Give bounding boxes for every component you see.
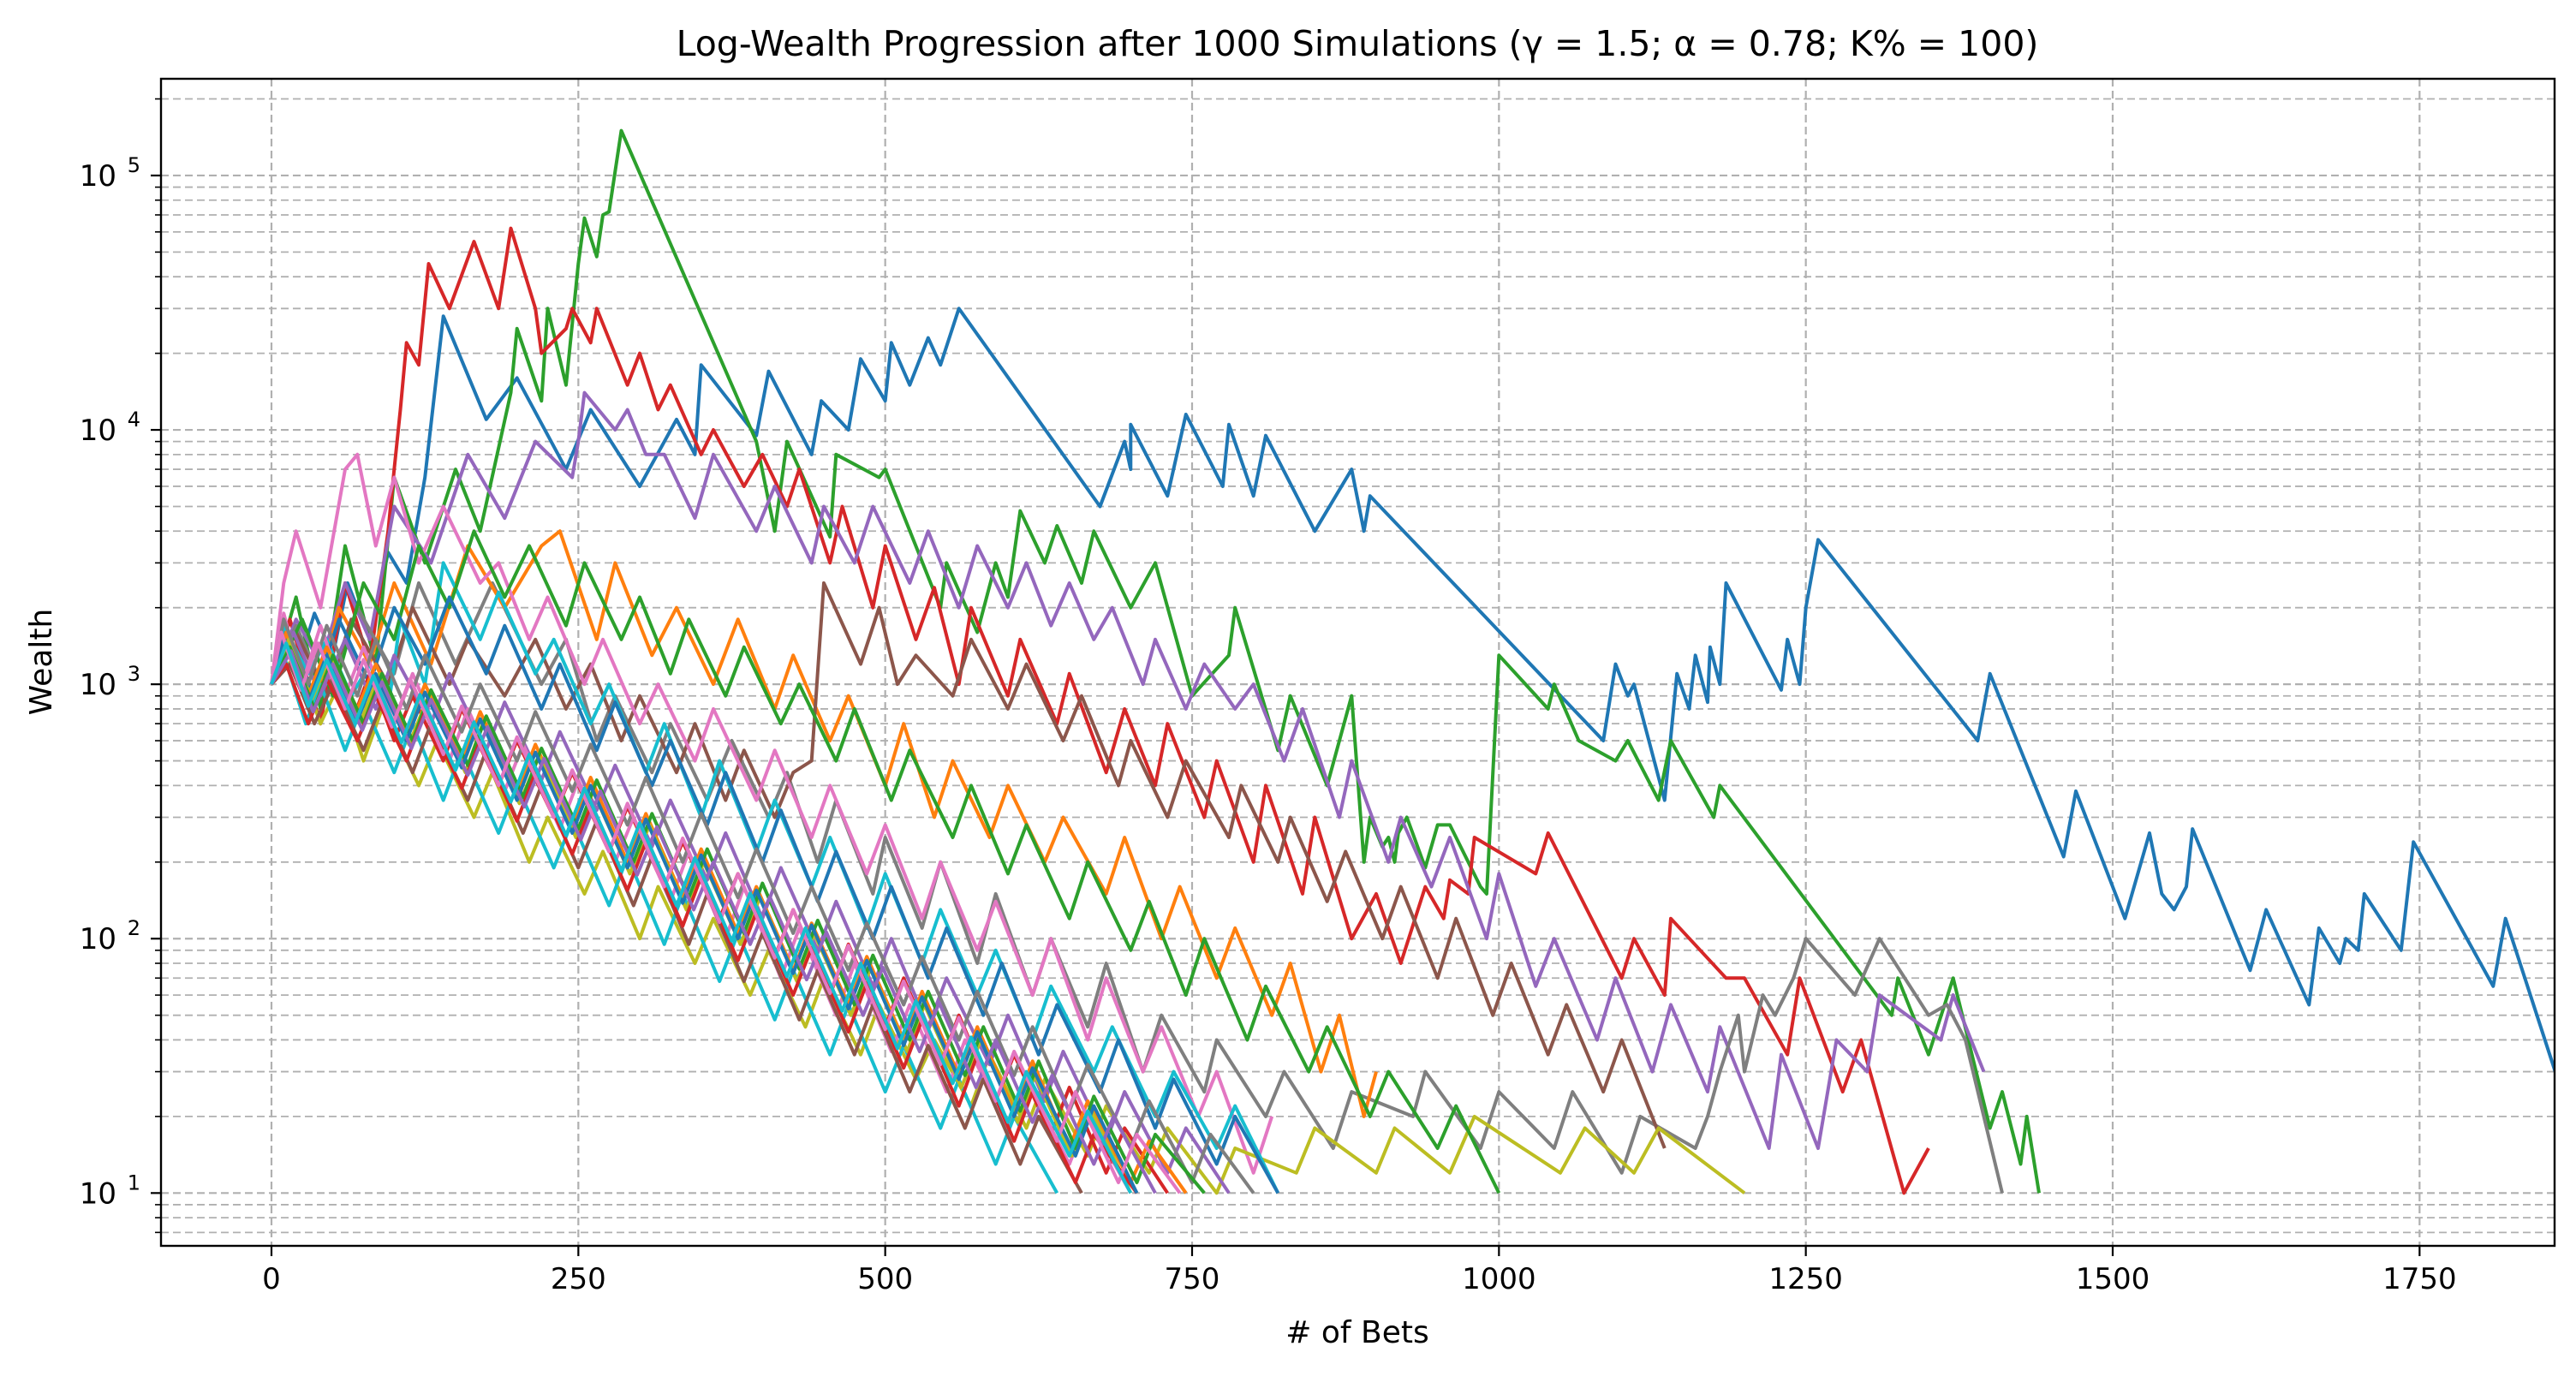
x-tick-label: 750 bbox=[1165, 1262, 1220, 1296]
series-line-24 bbox=[270, 649, 1157, 1194]
series-line-25 bbox=[270, 630, 1182, 1194]
series-line-21 bbox=[270, 645, 1206, 1194]
y-axis-label: Wealth bbox=[24, 609, 59, 716]
x-tick-label: 1000 bbox=[1462, 1262, 1536, 1296]
y-tick-label: 10 bbox=[80, 1176, 116, 1211]
x-tick-label: 250 bbox=[551, 1262, 606, 1296]
y-tick-exponent: 3 bbox=[128, 662, 140, 686]
x-tick-label: 1500 bbox=[2076, 1262, 2150, 1296]
y-tick-exponent: 4 bbox=[128, 408, 140, 432]
series-line-26 bbox=[270, 641, 1133, 1194]
series-line-3 bbox=[270, 226, 1930, 1195]
y-tick-exponent: 1 bbox=[128, 1170, 140, 1194]
series-line-1 bbox=[270, 307, 2555, 1075]
chart-title: Log-Wealth Progression after 1000 Simula… bbox=[677, 23, 2039, 64]
y-tick-label: 10 bbox=[80, 414, 116, 448]
series-line-11 bbox=[270, 529, 1501, 1194]
x-tick-label: 1750 bbox=[2382, 1262, 2457, 1296]
series-line-2 bbox=[270, 128, 2041, 1194]
y-tick-exponent: 5 bbox=[128, 153, 140, 177]
y-tick-label: 10 bbox=[80, 159, 116, 194]
y-tick-label: 10 bbox=[80, 922, 116, 956]
x-tick-label: 1250 bbox=[1768, 1262, 1843, 1296]
x-tick-label: 500 bbox=[857, 1262, 913, 1296]
series-line-8 bbox=[270, 452, 1274, 1175]
series-line-7 bbox=[270, 581, 1667, 1149]
y-tick-label: 10 bbox=[80, 668, 116, 702]
ticks-layer: 0 250 500 750 1000 1250 1500 1750 10 1 10 2 10 3 10 4 10… bbox=[80, 98, 2457, 1296]
x-tick-label: 0 bbox=[262, 1262, 281, 1296]
series-line-4 bbox=[270, 390, 1986, 1150]
series-layer bbox=[270, 128, 2555, 1195]
plot-frame bbox=[159, 77, 2556, 1248]
y-tick-exponent: 2 bbox=[128, 916, 140, 940]
x-axis-label: # of Bets bbox=[1285, 1315, 1428, 1350]
